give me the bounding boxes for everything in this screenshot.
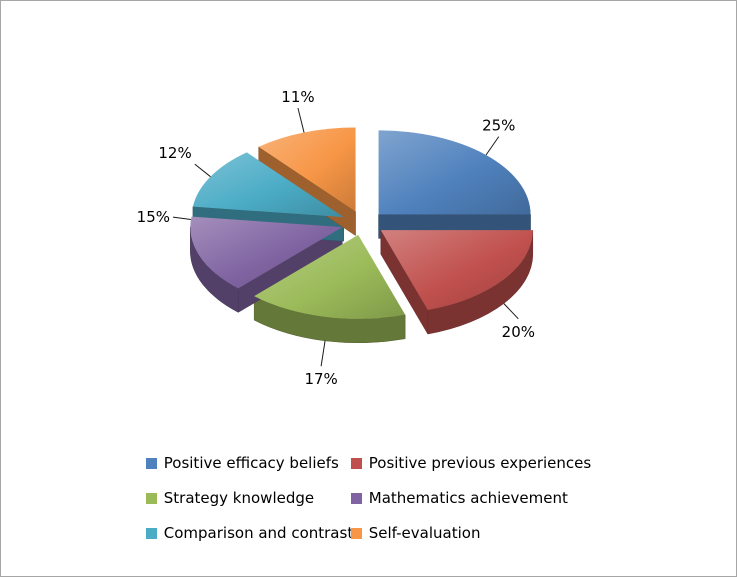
legend-item-strategy-knowledge: Strategy knowledge bbox=[145, 488, 351, 508]
legend-item-positive-previous-experiences: Positive previous experiences bbox=[350, 453, 592, 473]
label-leader-line bbox=[172, 216, 191, 221]
pie-slice-self-evaluation bbox=[258, 127, 356, 212]
slice-percent-label: 15% bbox=[137, 208, 170, 226]
legend-label: Comparison and contrast bbox=[163, 524, 354, 542]
label-leader-line bbox=[503, 303, 519, 320]
legend-swatch bbox=[350, 492, 362, 504]
legend-swatch bbox=[350, 527, 362, 539]
pie-slice-strategy-knowledge bbox=[254, 234, 406, 319]
label-leader-line bbox=[485, 136, 500, 156]
pie-slice-positive-efficacy-beliefs bbox=[378, 130, 531, 215]
legend-swatch bbox=[145, 492, 157, 504]
pie-slice-comparison-and-contrast bbox=[192, 152, 344, 218]
legend-label: Self-evaluation bbox=[368, 524, 481, 542]
slice-percent-label: 11% bbox=[281, 88, 314, 106]
legend-item-positive-efficacy-beliefs: Positive efficacy beliefs bbox=[145, 453, 351, 473]
pie-slice-cut-face bbox=[380, 229, 429, 335]
pie-slice-mathematics-achievement bbox=[190, 216, 343, 289]
legend-item-self-evaluation: Self-evaluation bbox=[350, 523, 591, 543]
label-leader-line bbox=[320, 340, 326, 367]
pie-slice-positive-previous-experiences bbox=[380, 230, 533, 311]
slice-percent-label: 25% bbox=[482, 117, 515, 135]
chart-legend: Positive efficacy beliefs Positive previo… bbox=[145, 453, 592, 543]
label-leader-line bbox=[297, 107, 305, 133]
legend-swatch bbox=[350, 457, 362, 469]
slice-percent-label: 17% bbox=[304, 370, 337, 388]
legend-label: Positive efficacy beliefs bbox=[163, 454, 339, 472]
legend-item-mathematics-achievement: Mathematics achievement bbox=[350, 488, 591, 508]
pie-chart-plot-area: 25% 20% 17% 15% 12% 11% bbox=[1, 1, 736, 439]
legend-label: Strategy knowledge bbox=[163, 489, 315, 507]
slice-percent-label: 20% bbox=[502, 323, 535, 341]
slice-percent-label: 12% bbox=[158, 144, 191, 162]
legend-swatch bbox=[145, 527, 157, 539]
pie-top-faces bbox=[190, 127, 533, 319]
legend-label: Mathematics achievement bbox=[368, 489, 568, 507]
label-leader-line bbox=[194, 163, 211, 178]
legend-swatch bbox=[145, 457, 157, 469]
pie-3d-svg: 25% 20% 17% 15% 12% 11% bbox=[137, 88, 535, 388]
legend-item-comparison-and-contrast: Comparison and contrast bbox=[145, 523, 354, 543]
legend-label: Positive previous experiences bbox=[368, 454, 592, 472]
pie-data-labels: 25% 20% 17% 15% 12% 11% bbox=[137, 88, 535, 388]
